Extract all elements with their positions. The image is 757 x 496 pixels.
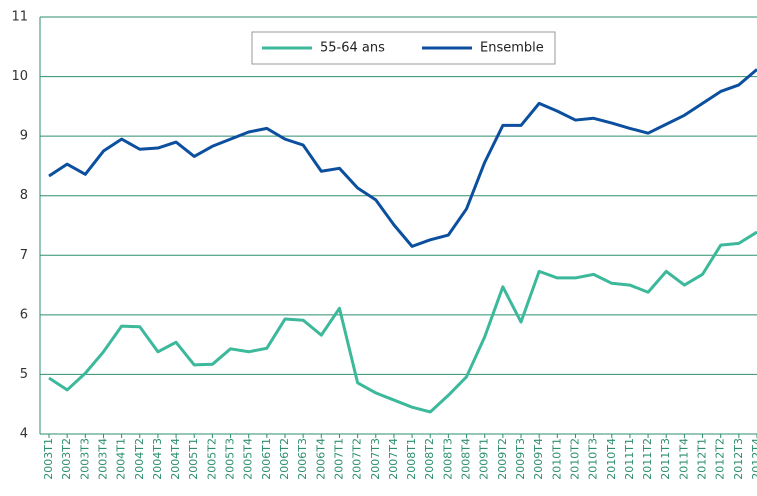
x-tick-label: 2012T3 [732, 438, 745, 480]
x-tick-label: 2009T1 [478, 438, 491, 480]
series-line [48, 68, 757, 248]
x-tick-label: 2009T2 [496, 438, 509, 480]
x-tick-label: 2010T3 [587, 438, 600, 480]
x-tick-label: 2004T3 [151, 438, 164, 480]
y-tick-label: 10 [11, 69, 28, 84]
y-tick-label: 11 [11, 10, 28, 25]
x-tick-label: 2006T4 [314, 438, 327, 480]
x-tick-label: 2006T2 [278, 438, 291, 480]
y-tick-label: 8 [20, 188, 28, 203]
y-tick-label: 4 [20, 427, 28, 442]
x-tick-label: 2010T2 [568, 438, 581, 480]
x-tick-label: 2003T4 [96, 438, 109, 480]
x-tick-label: 2007T1 [332, 438, 345, 480]
x-tick-label: 2009T4 [532, 438, 545, 480]
series-line [48, 230, 757, 414]
x-tick-label: 2008T1 [405, 438, 418, 480]
x-tick-label: 2010T4 [605, 438, 618, 480]
x-tick-label: 2006T1 [260, 438, 273, 480]
x-tick-label: 2005T4 [242, 438, 255, 480]
x-tick-label: 2007T3 [369, 438, 382, 480]
x-tick-label: 2011T1 [623, 438, 636, 480]
y-tick-label: 6 [20, 307, 28, 322]
y-tick-label: 5 [20, 367, 28, 382]
x-tick-label: 2003T1 [42, 438, 55, 480]
x-tick-label: 2003T2 [60, 438, 73, 480]
x-tick-label: 2008T4 [460, 438, 473, 480]
x-tick-label: 2007T2 [351, 438, 364, 480]
x-tick-label: 2012T4 [750, 438, 757, 480]
legend-label: 55-64 ans [320, 41, 385, 56]
x-tick-label: 2008T2 [423, 438, 436, 480]
x-tick-label: 2011T3 [659, 438, 672, 480]
x-tick-label: 2004T4 [169, 438, 182, 480]
x-tick-label: 2004T1 [115, 438, 128, 480]
x-tick-label: 2005T2 [205, 438, 218, 480]
x-tick-label: 2004T2 [133, 438, 146, 480]
y-tick-label: 9 [20, 129, 28, 144]
x-tick-label: 2006T3 [296, 438, 309, 480]
x-tick-label: 2003T3 [78, 438, 91, 480]
x-tick-label: 2011T2 [641, 438, 654, 480]
legend-label: Ensemble [480, 41, 544, 56]
x-tick-label: 2012T1 [696, 438, 709, 480]
x-tick-label: 2005T1 [187, 438, 200, 480]
x-tick-label: 2011T4 [677, 438, 690, 480]
x-tick-label: 2012T2 [714, 438, 727, 480]
x-tick-label: 2010T1 [550, 438, 563, 480]
x-tick-label: 2005T3 [224, 438, 237, 480]
x-tick-label: 2008T3 [441, 438, 454, 480]
x-tick-label: 2007T4 [387, 438, 400, 480]
x-tick-label: 2009T3 [514, 438, 527, 480]
y-tick-label: 7 [20, 248, 28, 263]
